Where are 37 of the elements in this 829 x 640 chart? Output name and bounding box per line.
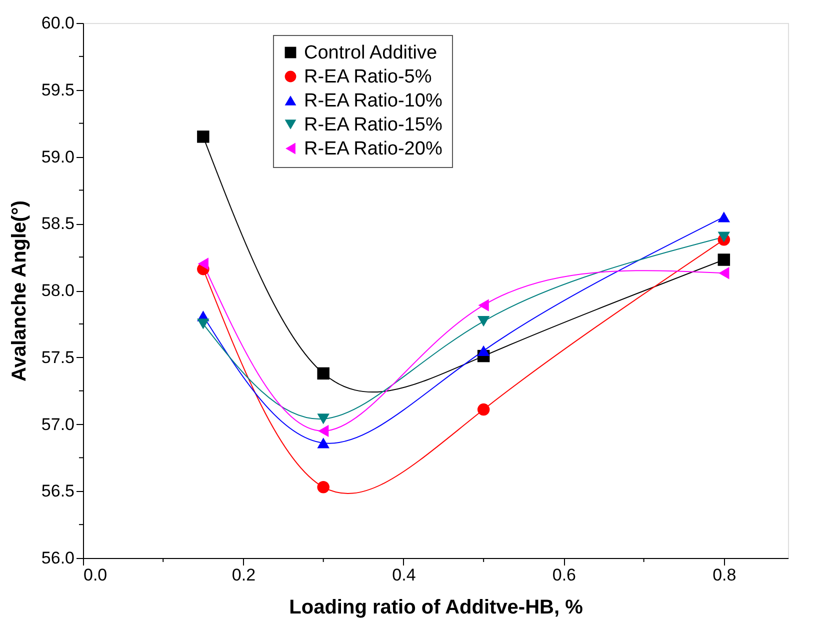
legend-label: R-EA Ratio-5% (304, 66, 432, 88)
y-tick-label: 56.5 (41, 482, 74, 501)
y-tick-label: 57.0 (41, 414, 74, 434)
point (317, 367, 330, 380)
legend-label: R-EA Ratio-15% (304, 114, 442, 136)
point (718, 212, 730, 222)
point (477, 403, 490, 416)
legend-label: R-EA Ratio-10% (304, 90, 442, 112)
legend-label: Control Additive (304, 42, 438, 64)
x-tick-label: 0.6 (552, 566, 576, 584)
y-tick-label: 60.0 (41, 14, 74, 32)
point (718, 254, 730, 266)
point (477, 316, 490, 327)
x-tick-label: 0.0 (84, 566, 108, 584)
point (197, 130, 210, 143)
point (478, 299, 489, 312)
point (197, 318, 210, 330)
y-tick-label: 58.5 (41, 214, 74, 234)
point (718, 232, 730, 242)
y-tick-label: 59.0 (41, 147, 74, 166)
y-tick-label: 59.5 (41, 80, 74, 100)
point (718, 266, 730, 280)
point (198, 258, 208, 270)
point (317, 481, 330, 494)
y-tick-label: 56.0 (41, 548, 74, 568)
y-tick-label: 57.5 (41, 348, 74, 367)
point (317, 438, 330, 448)
point (477, 345, 490, 356)
legend-label: R-EA Ratio-20% (304, 138, 442, 160)
x-tick-label: 0.8 (712, 566, 736, 584)
x-tick-label: 0.4 (392, 566, 416, 584)
y-axis-title: Avalanche Angle(°) (8, 200, 30, 382)
y-tick-label: 58.0 (41, 281, 74, 300)
point (317, 414, 330, 424)
x-tick-label: 0.2 (232, 566, 256, 584)
x-axis-title: Loading ratio of Additve-HB, % (289, 596, 584, 618)
point (318, 424, 329, 438)
